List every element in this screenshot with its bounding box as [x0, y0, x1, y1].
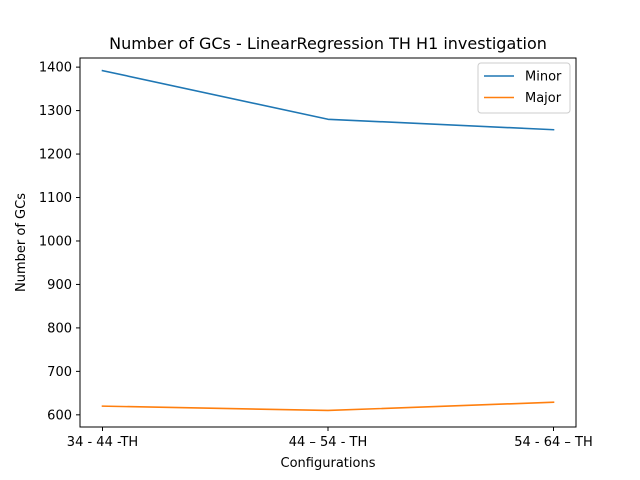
y-tick-label: 1000 — [39, 234, 72, 249]
series-line-minor — [101, 69, 555, 131]
y-axis-label: Number of GCs — [14, 193, 29, 292]
y-tick-label: 800 — [47, 321, 72, 336]
plot-lines — [101, 69, 555, 412]
y-tick-label: 1300 — [39, 104, 72, 119]
y-tick-label: 1100 — [39, 191, 72, 206]
y-tick-label: 700 — [47, 365, 72, 380]
legend: Minor Major — [477, 62, 571, 114]
y-tick-label: 1400 — [39, 61, 72, 76]
chart-title: Number of GCs - LinearRegression TH H1 i… — [109, 34, 547, 53]
y-tick-label: 600 — [47, 408, 72, 423]
legend-label-major: Major — [525, 91, 562, 106]
y-axis-ticks: 600 700 800 900 1000 1100 1200 1300 1400 — [39, 61, 80, 423]
x-tick-label: 54 - 64 – TH — [514, 435, 593, 450]
y-tick-label: 900 — [47, 278, 72, 293]
x-tick-label: 44 – 54 - TH — [289, 435, 368, 450]
x-axis-label: Configurations — [281, 456, 376, 471]
y-tick-label: 1200 — [39, 148, 72, 163]
x-axis-ticks: 34 - 44 -TH 44 – 54 - TH 54 - 64 – TH — [67, 427, 593, 450]
legend-label-minor: Minor — [525, 70, 562, 85]
x-tick-label: 34 - 44 -TH — [67, 435, 138, 450]
series-line-major — [101, 401, 555, 412]
